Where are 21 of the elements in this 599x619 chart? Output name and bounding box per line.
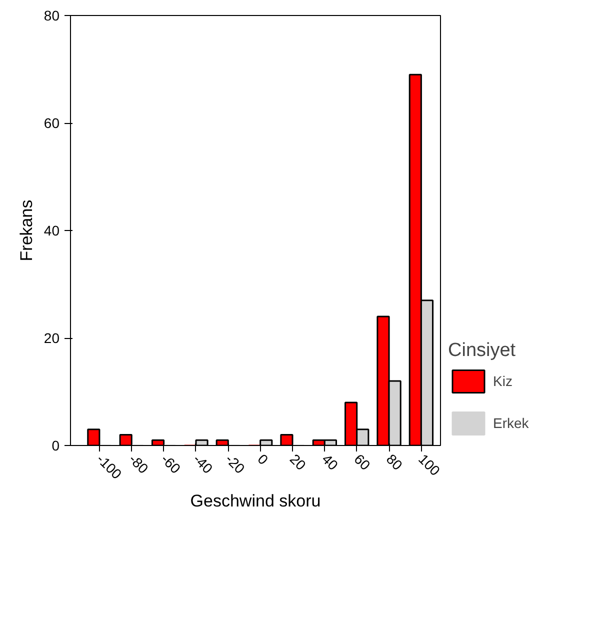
y-tick-label: 40: [44, 222, 60, 238]
y-axis-title: Frekans: [16, 200, 36, 262]
legend-label: Kiz: [493, 373, 513, 389]
x-tick-label: -100: [94, 450, 126, 482]
legend-title: Cinsiyet: [448, 340, 517, 362]
x-tick-label: -40: [190, 450, 216, 477]
x-tick-label: 0: [254, 450, 272, 468]
x-tick-label: 80: [383, 450, 406, 474]
x-tick-label: 60: [351, 450, 374, 474]
x-tick-label: -80: [126, 450, 152, 477]
x-tick-label: -20: [222, 450, 248, 477]
y-tick-label: 80: [44, 8, 60, 24]
x-axis-title: Geschwind skoru: [190, 491, 321, 510]
legend-label: Erkek: [493, 415, 529, 431]
x-tick-label: 40: [319, 450, 342, 474]
y-tick-label: 20: [44, 330, 60, 346]
y-tick-label: 60: [44, 115, 60, 131]
y-tick-label: 0: [52, 438, 60, 454]
x-tick-label: -60: [158, 450, 184, 477]
x-tick-label: 20: [286, 450, 310, 474]
x-tick-label: 100: [416, 450, 444, 479]
